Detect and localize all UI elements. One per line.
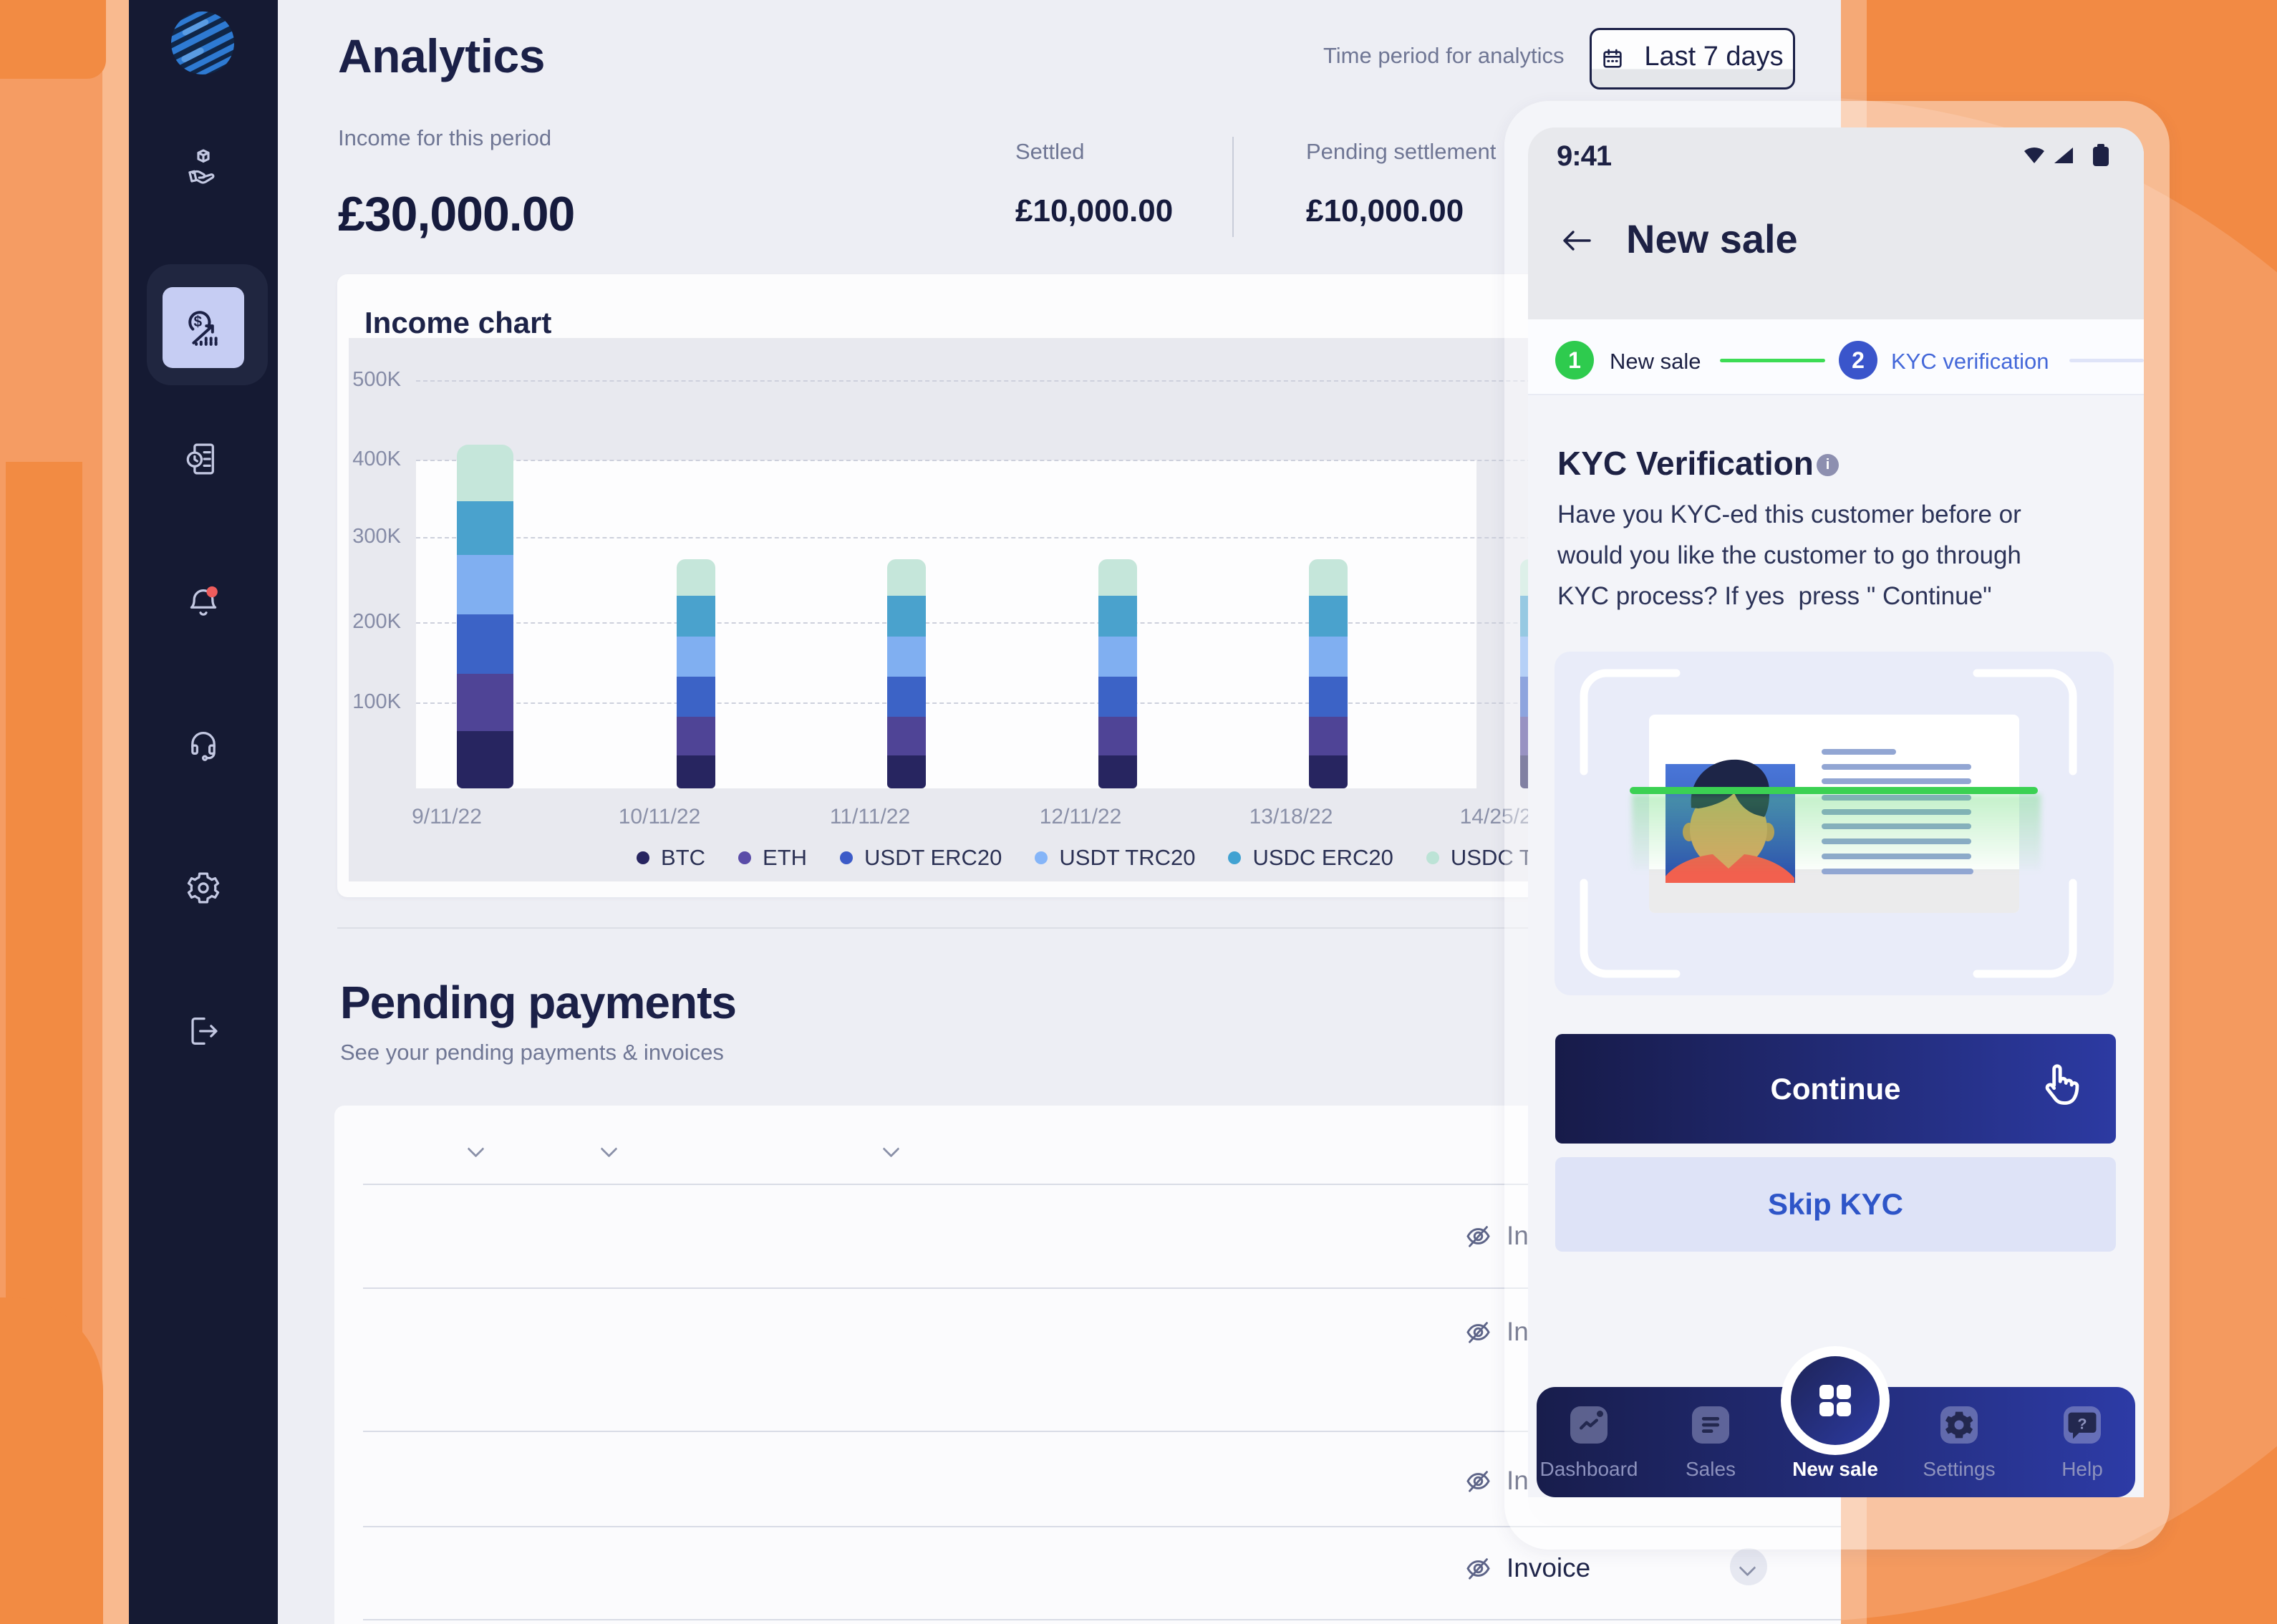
svg-text:$: $: [193, 314, 202, 330]
svg-text:?: ?: [2077, 1414, 2087, 1432]
